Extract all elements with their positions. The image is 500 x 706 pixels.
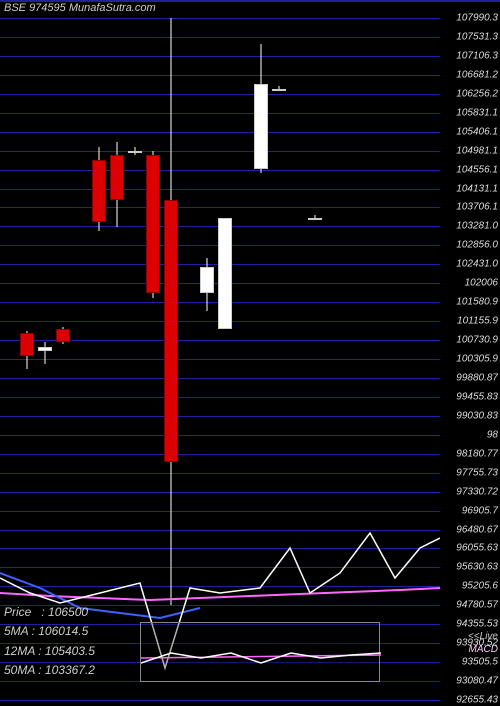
info-price-value: 106500 [48, 605, 88, 619]
y-axis-label: 93505.5 [462, 657, 498, 668]
y-axis-label: 104131.1 [456, 183, 498, 194]
y-axis-label: 92655.43 [456, 695, 498, 706]
macd-label: MACD [469, 644, 498, 655]
y-axis-label: 107990.3 [456, 13, 498, 24]
y-axis-label: 100305.9 [456, 354, 498, 365]
y-axis-label: 102431.0 [456, 259, 498, 270]
info-50ma-row: 50MA : 103367.2 [4, 661, 95, 680]
y-axis-label: 101580.9 [456, 297, 498, 308]
y-axis-labels: 107990.3107531.3107106.3106681.2106256.2… [440, 18, 500, 700]
y-axis-label: 99455.83 [456, 391, 498, 402]
ma-line [0, 588, 440, 600]
y-axis-label: 105406.1 [456, 126, 498, 137]
info-5ma-row: 5MA : 106014.5 [4, 622, 95, 641]
info-12ma-row: 12MA : 105403.5 [4, 642, 95, 661]
y-axis-label: 95205.6 [462, 581, 498, 592]
y-axis-label: 99880.87 [456, 372, 498, 383]
y-axis-label: 102856.0 [456, 240, 498, 251]
info-50ma-label: 50MA [4, 663, 35, 677]
y-axis-label: 99030.83 [456, 410, 498, 421]
gridline [0, 700, 440, 701]
y-axis-label: 106256.2 [456, 88, 498, 99]
y-axis-label: 101155.9 [457, 316, 498, 327]
y-axis-label: 94780.57 [456, 600, 498, 611]
info-price-label: Price [4, 605, 31, 619]
macd-panel [140, 622, 380, 682]
price-info-box: Price : 106500 5MA : 106014.5 12MA : 105… [4, 603, 95, 680]
y-axis-label: 102006 [465, 278, 498, 289]
y-axis-label: 103706.1 [456, 202, 498, 213]
info-price-row: Price : 106500 [4, 603, 95, 622]
y-axis-label: 97330.72 [456, 486, 498, 497]
info-12ma-label: 12MA [4, 644, 35, 658]
macd-svg [141, 623, 381, 683]
header-title: BSE 974595 MunafaSutra.com [4, 2, 156, 14]
chart-header: BSE 974595 MunafaSutra.com [4, 2, 156, 14]
y-axis-label: 103281.0 [456, 221, 498, 232]
chart-plot-area[interactable] [0, 18, 440, 700]
y-axis-label: 95630.63 [456, 562, 498, 573]
live-label: <<Live [468, 631, 498, 642]
y-axis-label: 100730.9 [456, 335, 498, 346]
y-axis-label: 94355.53 [456, 619, 498, 630]
y-axis-label: 104556.1 [456, 164, 498, 175]
y-axis-label: 105831.1 [456, 107, 498, 118]
info-5ma-label: 5MA [4, 624, 28, 638]
y-axis-label: 107531.3 [456, 31, 498, 42]
info-12ma-value: 105403.5 [45, 644, 95, 658]
y-axis-label: 96055.63 [456, 543, 498, 554]
y-axis-label: 93080.47 [456, 676, 498, 687]
y-axis-label: 107106.3 [456, 50, 498, 61]
y-axis-label: 98180.77 [456, 448, 498, 459]
y-axis-label: 98 [487, 429, 498, 440]
y-axis-label: 96905.7 [462, 505, 498, 516]
info-50ma-value: 103367.2 [45, 663, 95, 677]
y-axis-label: 97755.73 [456, 467, 498, 478]
info-5ma-value: 106014.5 [38, 624, 88, 638]
y-axis-label: 104981.1 [456, 145, 498, 156]
y-axis-label: 106681.2 [456, 69, 498, 80]
ma-lines-overlay [0, 18, 440, 700]
y-axis-label: 96480.67 [456, 524, 498, 535]
